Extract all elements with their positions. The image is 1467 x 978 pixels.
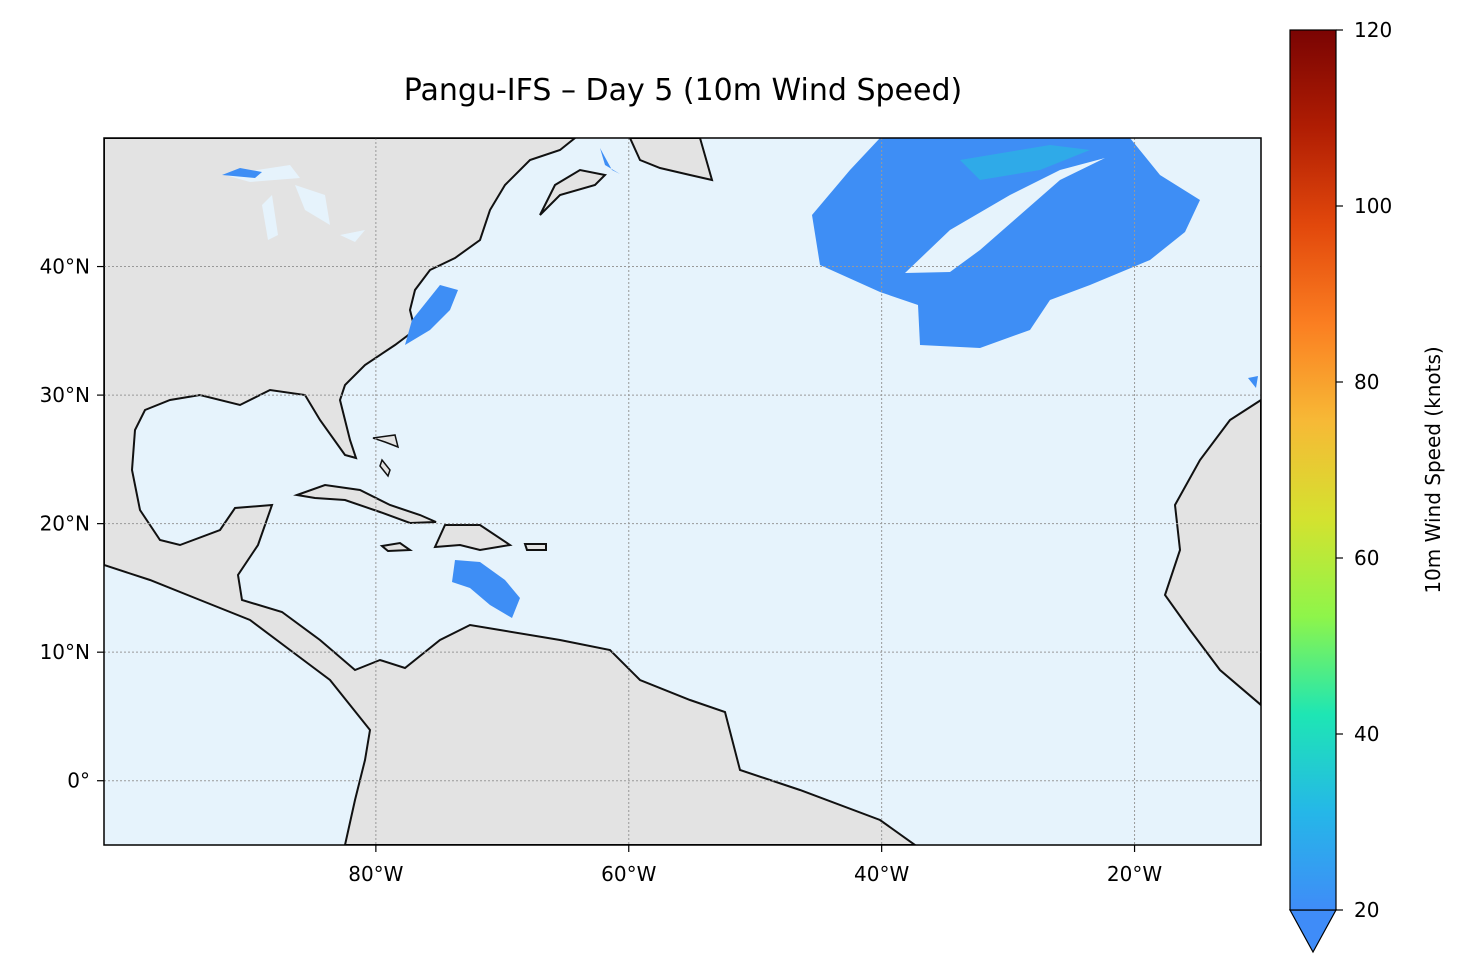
y-tick-label: 0° [67, 769, 90, 793]
colorbar-tick-label: 80 [1354, 370, 1379, 394]
land [379, 541, 413, 553]
x-tick-label: 40°W [854, 862, 909, 886]
land [523, 543, 547, 551]
wind-field [812, 138, 1200, 348]
land [628, 138, 714, 182]
x-tick-label: 80°W [348, 862, 403, 886]
colorbar-tick-label: 100 [1354, 194, 1392, 218]
land [372, 434, 400, 478]
plot-frame [103, 137, 1262, 846]
colorbar-tick-label: 60 [1354, 546, 1379, 570]
colorbar-tick-label: 120 [1354, 18, 1392, 42]
y-tick-label: 40°N [40, 255, 90, 279]
map [104, 138, 1261, 845]
wind-field [405, 285, 458, 345]
y-tick-label: 20°N [40, 512, 90, 536]
grid [104, 138, 1261, 845]
y-tick-label: 30°N [40, 383, 90, 407]
y-tick-label: 10°N [40, 640, 90, 664]
wind-gap [905, 158, 1105, 273]
lake [225, 165, 365, 242]
land [433, 524, 513, 552]
wind-field [452, 560, 520, 618]
colorbar [1289, 29, 1337, 911]
land [539, 168, 608, 216]
land [1163, 398, 1261, 707]
colorbar-extend [1288, 909, 1338, 954]
chart-title: Pangu-IFS – Day 5 (10m Wind Speed) [404, 73, 962, 108]
wind-field [960, 145, 1090, 180]
x-tick-label: 20°W [1107, 862, 1162, 886]
colorbar-tick-label: 40 [1354, 722, 1379, 746]
colorbar-tick-label: 20 [1354, 898, 1379, 922]
x-tick-label: 60°W [601, 862, 656, 886]
land [293, 483, 437, 525]
colorbar-label: 10m Wind Speed (knots) [1421, 346, 1445, 593]
